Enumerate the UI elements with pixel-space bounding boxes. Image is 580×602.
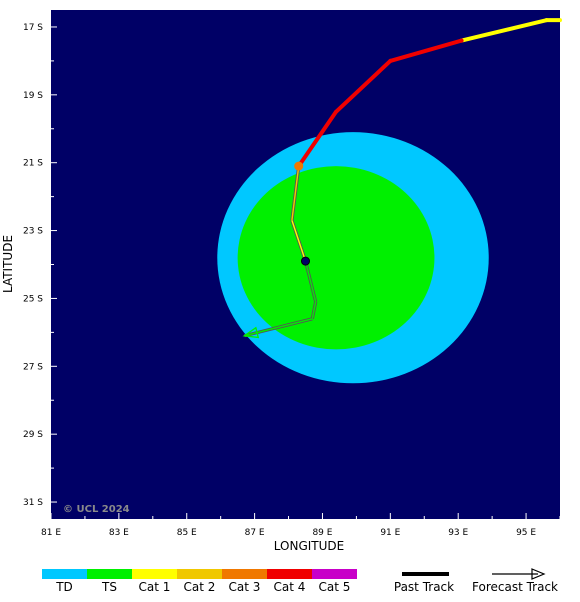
- plot-area: © UCL 2024: [51, 10, 562, 519]
- legend-label: Cat 5: [319, 580, 351, 594]
- past-track-label: Past Track: [394, 580, 454, 594]
- wind-fields: [217, 132, 489, 384]
- current-position-marker: [294, 161, 304, 171]
- y-axis: 17 S 19 S 21 S 23 S 25 S 27 S 29 S 31 S: [23, 23, 57, 508]
- y-axis-title: LATITUDE: [1, 235, 15, 293]
- forecast-track-segment: [291, 166, 300, 221]
- x-tick-label: 95 E: [516, 528, 536, 538]
- y-tick-label: 23 S: [23, 227, 43, 237]
- legend-swatch-ts: [87, 569, 132, 579]
- legend-swatch-cat-1: [132, 569, 177, 579]
- past-track-segment: [334, 58, 393, 114]
- past-track-segment: [388, 38, 464, 63]
- legend-label: Cat 2: [184, 580, 216, 594]
- x-axis-title: LONGITUDE: [274, 539, 344, 553]
- forecast-track-segment: [291, 220, 307, 262]
- y-tick-label: 17 S: [23, 23, 43, 33]
- y-tick-label: 21 S: [23, 159, 43, 169]
- y-tick-label: 31 S: [23, 498, 43, 508]
- legend-label: Cat 1: [139, 580, 171, 594]
- legend-swatch-td: [42, 569, 87, 579]
- forecast-track-segment: [311, 301, 317, 319]
- y-tick-label: 25 S: [23, 294, 43, 304]
- y-tick-label: 29 S: [23, 430, 43, 440]
- x-tick-label: 85 E: [177, 528, 197, 538]
- forecast-track-segment: [244, 318, 313, 337]
- y-tick-label: 27 S: [23, 362, 43, 372]
- legend-swatch-cat-5: [312, 569, 357, 579]
- legend-label: Cat 3: [229, 580, 261, 594]
- storm-center-marker: [301, 256, 310, 266]
- wind-field-ts: [237, 166, 435, 350]
- legend-swatch-cat-4: [267, 569, 312, 579]
- legend: TD TS Cat 1 Cat 2 Cat 3 Cat 4 Cat 5 Past Track…: [42, 568, 558, 594]
- legend-forecast-track: Forecast Track: [472, 568, 558, 594]
- past-track-segment: [296, 109, 339, 169]
- x-tick-label: 91 E: [380, 528, 400, 538]
- legend-swatch-cat-2: [177, 569, 222, 579]
- x-axis: 81 E 83 E 85 E 87 E 89 E 91 E 93 E 95 E: [41, 513, 561, 538]
- forecast-arrowhead: [242, 326, 260, 339]
- legend-swatches: TD TS Cat 1 Cat 2 Cat 3 Cat 4 Cat 5: [42, 569, 357, 594]
- y-tick-label: 19 S: [23, 91, 43, 101]
- forecast-track-arrowhead: [531, 568, 546, 580]
- legend-label: TS: [101, 580, 117, 594]
- legend-past-track: Past Track: [394, 572, 454, 594]
- x-tick-label: 93 E: [448, 528, 468, 538]
- copyright-text: © UCL 2024: [63, 504, 130, 515]
- forecast-track-label: Forecast Track: [472, 580, 558, 594]
- past-track-segment: [459, 18, 549, 43]
- legend-swatch-cat-3: [222, 569, 267, 579]
- x-tick-label: 83 E: [109, 528, 129, 538]
- markers: [294, 161, 310, 266]
- x-tick-label: 89 E: [312, 528, 332, 538]
- x-tick-label: 81 E: [41, 528, 61, 538]
- legend-label: Cat 4: [274, 580, 306, 594]
- legend-label: TD: [55, 580, 73, 594]
- x-tick-label: 87 E: [245, 528, 265, 538]
- tracks: [242, 18, 562, 339]
- forecast-track-segment: [304, 260, 317, 302]
